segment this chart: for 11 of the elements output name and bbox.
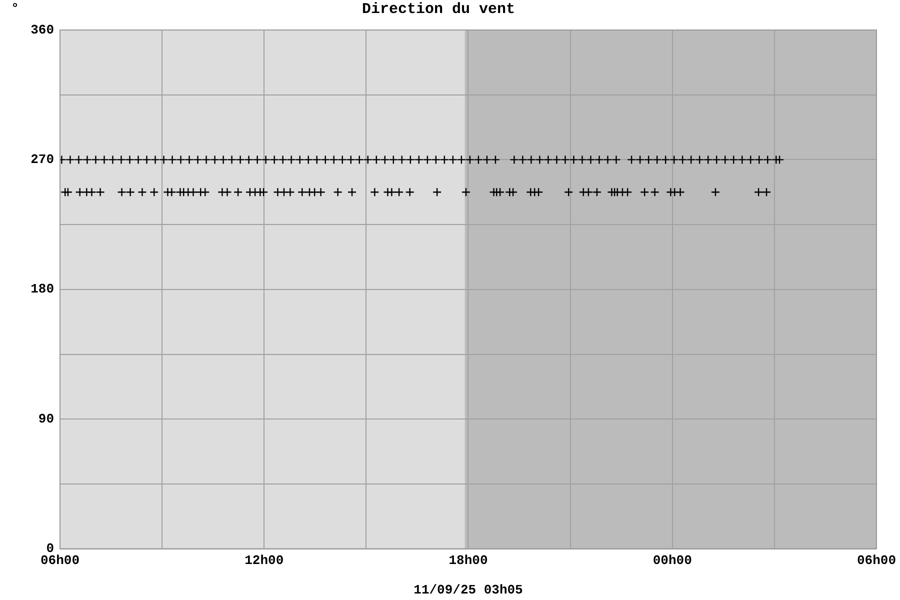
- x-tick-label: 00h00: [652, 552, 692, 568]
- y-axis-title: °: [11, 0, 19, 16]
- x-tick-label: 18h00: [448, 552, 488, 568]
- x-axis-title: 11/09/25 03h05: [414, 582, 524, 598]
- y-tick-label: 270: [30, 152, 54, 167]
- y-tick-label: 90: [38, 411, 54, 426]
- y-tick-label: 180: [30, 282, 54, 297]
- chart-title: Direction du vent: [362, 0, 516, 18]
- x-tick-label: 06h00: [856, 552, 896, 568]
- x-tick-label: 12h00: [244, 552, 284, 568]
- y-tick-label: 360: [30, 22, 54, 38]
